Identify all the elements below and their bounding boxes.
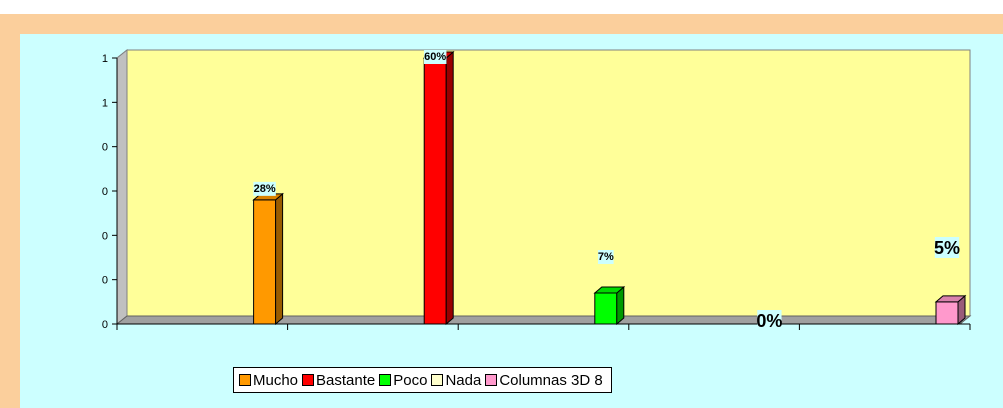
legend-swatch-bastante [302,374,315,386]
bar-side-1 [445,50,454,326]
bar-front-2 [594,292,618,325]
legend-label-bastante: Bastante [316,371,376,389]
legend-swatch-columnas-3d-8 [485,374,498,386]
plot-side-wall [116,48,128,326]
bar-top-4 [934,295,967,303]
data-label-poco: 7% [598,251,614,263]
y-tick-label: 0 [102,230,108,242]
legend-item-bastante: Bastante [302,372,375,389]
bar-front-4 [935,301,959,325]
data-label-bastante: 60% [424,51,446,63]
data-label-background [757,310,782,331]
legend-swatch-mucho [239,374,251,386]
bar-side-0 [275,192,284,326]
legend-item-columnas-3d-8: Columnas 3D 8 [485,371,603,389]
y-tick-label: 0 [102,186,108,198]
chart-legend: Mucho Bastante Poco Nada Columnas 3D 8 [233,367,612,393]
y-tick-label: 1 [102,97,108,109]
legend-item-mucho: Mucho [239,372,298,389]
plot-back-wall [116,49,971,326]
bar-front-0 [253,199,277,325]
data-label-nada: 0% [756,311,782,331]
data-label-columnas-3d-8: 5% [934,238,960,258]
legend-swatch-poco [379,374,392,386]
y-tick-label: 0 [102,319,108,331]
y-tick-label: 0 [102,142,108,154]
legend-item-poco: Poco [379,372,427,389]
data-label-background [423,50,447,64]
legend-label-poco: Poco [393,371,428,389]
legend-item-nada: Nada [431,372,481,389]
legend-label-mucho: Mucho [253,371,299,389]
legend-swatch-nada [431,374,444,386]
y-tick-label: 1 [102,53,108,65]
legend-label-nada: Nada [445,371,482,389]
y-tick-label: 0 [102,275,108,287]
bar-front-1 [423,57,447,325]
data-label-background [597,250,614,264]
bar-top-2 [593,286,626,294]
data-label-mucho: 28% [254,183,276,195]
legend-label-columnas-3d-8: Columnas 3D 8 [499,371,603,389]
data-label-background [934,237,960,258]
plot-floor [115,315,972,325]
data-label-background [253,181,276,196]
